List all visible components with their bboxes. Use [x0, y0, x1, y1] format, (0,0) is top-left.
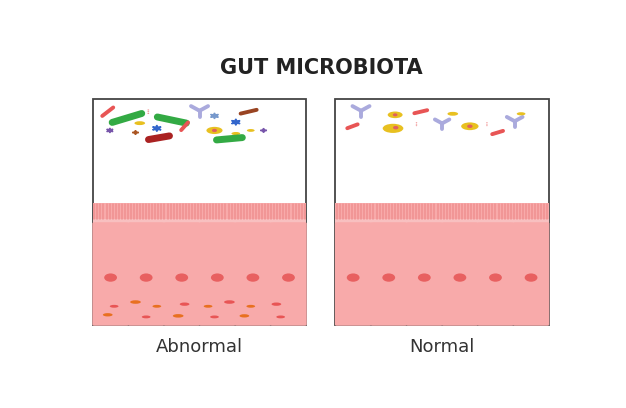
- Ellipse shape: [418, 273, 431, 282]
- Ellipse shape: [153, 305, 162, 308]
- Polygon shape: [232, 119, 240, 125]
- Ellipse shape: [147, 111, 149, 112]
- Ellipse shape: [224, 300, 235, 304]
- Ellipse shape: [104, 273, 117, 282]
- Ellipse shape: [232, 132, 240, 135]
- Ellipse shape: [416, 124, 418, 125]
- Ellipse shape: [211, 273, 223, 282]
- Polygon shape: [260, 129, 267, 133]
- Ellipse shape: [142, 315, 150, 318]
- Ellipse shape: [467, 124, 473, 128]
- Ellipse shape: [393, 126, 398, 129]
- FancyBboxPatch shape: [270, 222, 307, 326]
- Ellipse shape: [210, 315, 219, 318]
- Ellipse shape: [486, 122, 488, 123]
- Ellipse shape: [173, 314, 183, 317]
- Ellipse shape: [393, 113, 398, 116]
- FancyBboxPatch shape: [477, 222, 514, 326]
- Text: Normal: Normal: [409, 338, 475, 356]
- Ellipse shape: [247, 273, 259, 282]
- FancyBboxPatch shape: [128, 222, 165, 326]
- Polygon shape: [210, 113, 218, 119]
- FancyBboxPatch shape: [92, 222, 129, 326]
- Bar: [93, 203, 306, 219]
- Ellipse shape: [103, 313, 113, 317]
- Ellipse shape: [382, 124, 403, 133]
- Bar: [93, 99, 306, 326]
- FancyBboxPatch shape: [513, 222, 550, 326]
- Ellipse shape: [453, 273, 466, 282]
- Bar: [336, 99, 549, 326]
- Bar: [336, 219, 549, 326]
- Ellipse shape: [247, 129, 255, 132]
- Ellipse shape: [207, 127, 223, 134]
- Ellipse shape: [110, 305, 118, 308]
- FancyBboxPatch shape: [441, 222, 478, 326]
- Ellipse shape: [525, 273, 538, 282]
- Ellipse shape: [276, 315, 285, 318]
- FancyBboxPatch shape: [199, 222, 235, 326]
- Bar: [336, 203, 549, 219]
- Ellipse shape: [135, 121, 145, 125]
- Ellipse shape: [387, 111, 403, 118]
- Ellipse shape: [180, 302, 190, 306]
- Ellipse shape: [347, 273, 359, 282]
- Ellipse shape: [147, 109, 149, 111]
- Ellipse shape: [212, 129, 217, 132]
- Ellipse shape: [147, 113, 149, 114]
- Ellipse shape: [240, 314, 249, 317]
- Ellipse shape: [489, 273, 502, 282]
- Ellipse shape: [416, 122, 418, 123]
- Polygon shape: [106, 128, 113, 133]
- Ellipse shape: [282, 273, 295, 282]
- FancyBboxPatch shape: [235, 222, 271, 326]
- Ellipse shape: [486, 125, 488, 126]
- Bar: [93, 219, 306, 326]
- Ellipse shape: [272, 302, 281, 306]
- Ellipse shape: [461, 122, 478, 130]
- Text: GUT MICROBIOTA: GUT MICROBIOTA: [220, 58, 422, 78]
- FancyBboxPatch shape: [406, 222, 443, 326]
- FancyBboxPatch shape: [371, 222, 407, 326]
- Ellipse shape: [140, 273, 153, 282]
- Ellipse shape: [486, 124, 488, 125]
- Ellipse shape: [203, 305, 212, 308]
- Ellipse shape: [247, 305, 255, 308]
- Ellipse shape: [130, 300, 141, 304]
- Text: Abnormal: Abnormal: [156, 338, 243, 356]
- FancyBboxPatch shape: [163, 222, 200, 326]
- Ellipse shape: [448, 112, 458, 116]
- Ellipse shape: [175, 273, 188, 282]
- FancyBboxPatch shape: [335, 222, 371, 326]
- Ellipse shape: [382, 273, 395, 282]
- Polygon shape: [153, 125, 161, 131]
- Ellipse shape: [516, 112, 525, 115]
- Ellipse shape: [416, 125, 418, 126]
- Polygon shape: [132, 131, 139, 135]
